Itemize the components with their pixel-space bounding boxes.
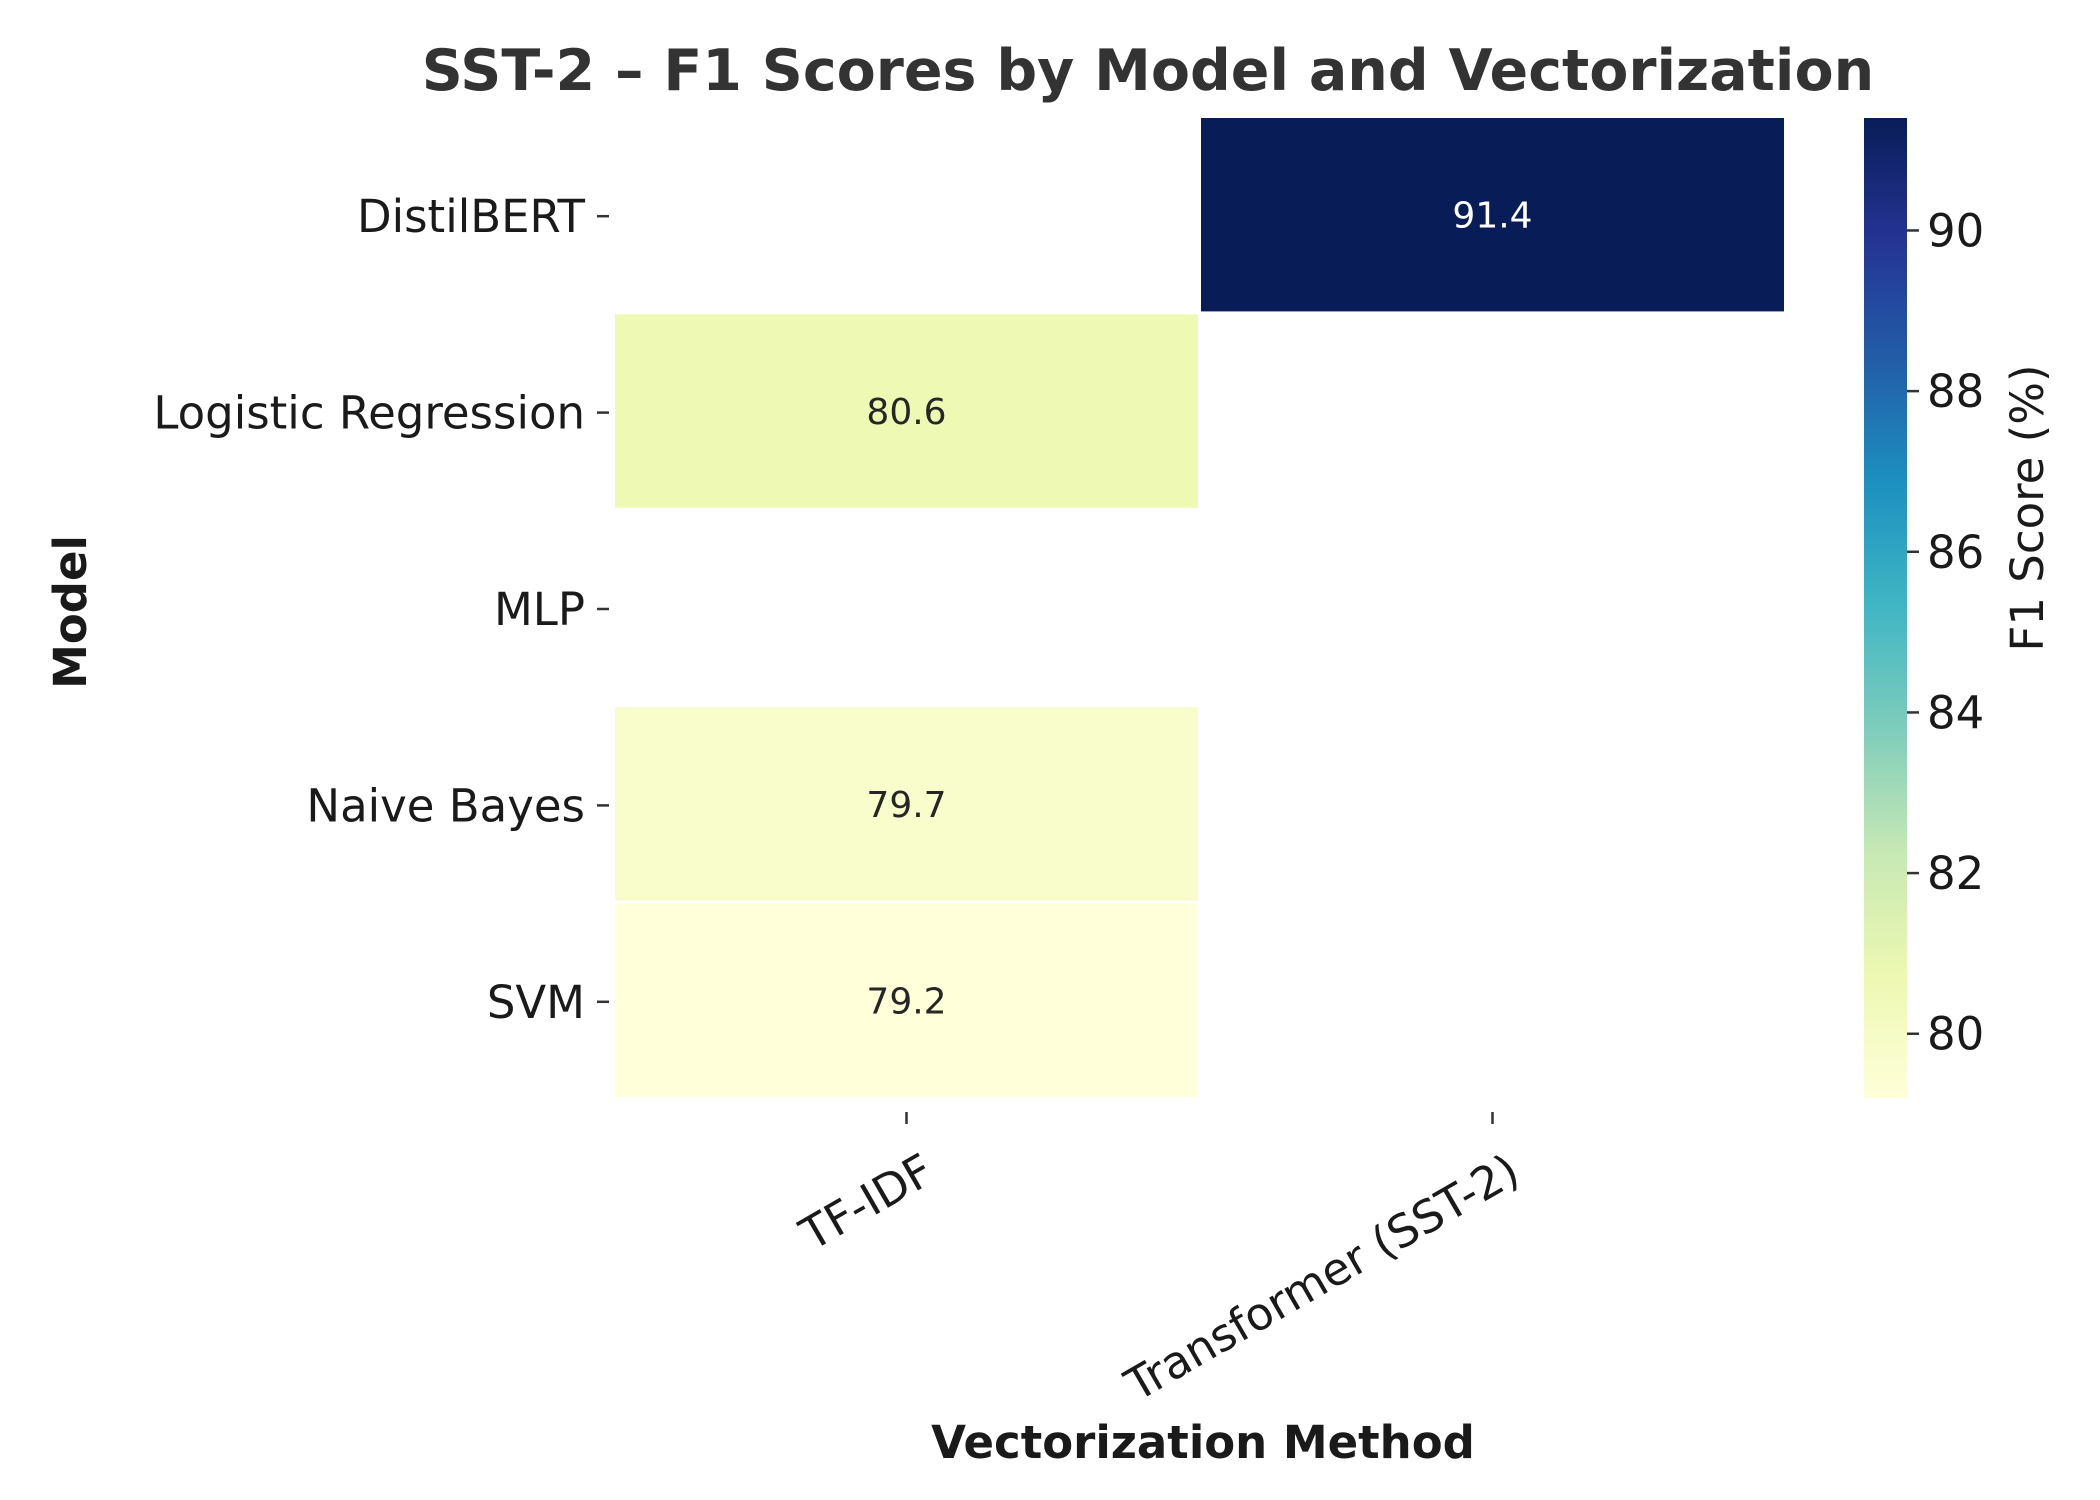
y-axis-title: Model — [44, 535, 97, 689]
x-tick-label-tf-idf: TF-IDF — [790, 1143, 942, 1261]
x-axis-title: Vectorization Method — [931, 1416, 1475, 1469]
colorbar-tick-label: 82 — [1927, 847, 1984, 900]
cell-value-label: 79.2 — [866, 981, 946, 1022]
colorbar-tick-label: 80 — [1927, 1008, 1984, 1061]
y-tick-label-distilbert: DistilBERT — [357, 190, 586, 243]
x-axis: TF-IDF Transformer (SST-2) — [790, 1112, 1528, 1412]
colorbar-tick-label: 88 — [1927, 365, 1984, 418]
colorbar: 80 82 84 86 88 90 F1 Score (%) — [1864, 118, 2054, 1098]
y-tick-label-svm: SVM — [487, 976, 585, 1029]
chart-title: SST-2 – F1 Scores by Model and Vectoriza… — [422, 38, 1874, 104]
heatmap-cell-distilbert-transformer-sst-2 — [1201, 118, 1784, 312]
colorbar-tick-label: 86 — [1927, 526, 1984, 579]
heatmap-cell-svm-tf-idf — [615, 903, 1198, 1097]
x-tick-label-transformer-sst-2: Transformer (SST-2) — [1115, 1143, 1528, 1412]
colorbar-ticks: 80 82 84 86 88 90 — [1907, 204, 1984, 1061]
colorbar-title: F1 Score (%) — [2001, 364, 2054, 651]
cell-value-label: 80.6 — [866, 392, 946, 433]
heatmap-cell-logistic-regression-tf-idf — [615, 314, 1198, 508]
cell-value-label: 91.4 — [1452, 196, 1532, 237]
colorbar-gradient-bar — [1864, 118, 1907, 1098]
heatmap-cell-naive-bayes-tf-idf — [615, 707, 1198, 901]
y-tick-label-logistic-regression: Logistic Regression — [153, 387, 585, 440]
colorbar-tick-label: 84 — [1927, 686, 1984, 739]
y-tick-label-naive-bayes: Naive Bayes — [306, 779, 585, 832]
heatmap-cells: 91.4 80.6 79.7 79.2 — [615, 118, 1784, 1097]
cell-value-label: 79.7 — [866, 785, 946, 826]
colorbar-tick-label: 90 — [1927, 204, 1984, 257]
y-axis: DistilBERT Logistic Regression MLP Naive Ba… — [153, 190, 609, 1029]
y-tick-label-mlp: MLP — [494, 583, 585, 636]
